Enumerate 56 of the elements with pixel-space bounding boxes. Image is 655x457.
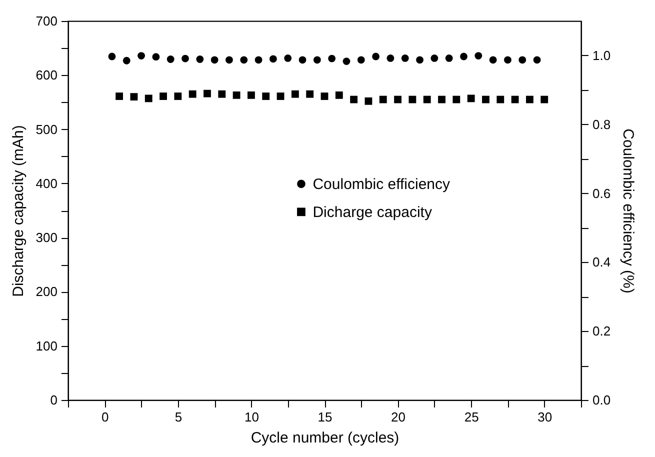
point <box>467 94 475 102</box>
point <box>188 90 196 98</box>
point <box>438 96 446 104</box>
y-tick-label: 400 <box>36 176 58 191</box>
point <box>423 96 431 104</box>
point <box>276 92 284 100</box>
y2-tick-label: 0.0 <box>592 392 611 408</box>
x-axis-title: Cycle number (cycles) <box>250 430 400 446</box>
y-tick-label: 300 <box>36 230 58 246</box>
point <box>511 96 519 104</box>
y2-tick-label: 0.8 <box>592 116 611 132</box>
point <box>306 90 314 98</box>
point <box>496 96 504 104</box>
point <box>350 96 358 104</box>
point <box>320 92 328 100</box>
point <box>174 92 182 100</box>
y-tick-label: 700 <box>36 14 58 28</box>
y2-tick-label: 0.4 <box>592 254 611 270</box>
y2-tick-label: 0.2 <box>592 324 611 339</box>
point <box>218 90 226 98</box>
legend-label: Coulombic efficiency <box>312 176 451 193</box>
point <box>248 91 255 99</box>
point <box>540 96 548 104</box>
point <box>116 92 124 100</box>
point <box>232 91 240 99</box>
point <box>335 91 343 99</box>
y-tick-label: 600 <box>36 68 58 83</box>
point <box>262 92 270 100</box>
y2-axis-title: Coulombic efficiency (%) <box>620 128 637 294</box>
point <box>452 96 460 104</box>
x-tick-label: 15 <box>318 410 332 424</box>
y2-tick-label: 1.0 <box>592 48 611 63</box>
point <box>408 96 416 104</box>
x-tick-label: 0 <box>102 410 109 424</box>
point <box>526 96 534 104</box>
y-tick-label: 100 <box>36 338 58 354</box>
legend-label: Dicharge capacity <box>312 204 432 221</box>
point <box>379 96 387 104</box>
point <box>160 92 167 100</box>
point <box>364 97 372 105</box>
y-tick-label: 500 <box>36 122 58 137</box>
x-tick-label: 20 <box>391 410 406 424</box>
point <box>130 93 138 101</box>
y-tick-label: 200 <box>36 284 58 300</box>
point <box>482 96 490 104</box>
point <box>291 90 299 98</box>
y-axis-title: Discharge capacity (mAh) <box>10 125 27 297</box>
y-tick-label: 0 <box>50 392 58 408</box>
x-tick-label: 5 <box>174 410 182 424</box>
x-tick-label: 25 <box>464 410 479 424</box>
point <box>204 90 211 98</box>
point <box>394 96 402 104</box>
x-tick-label: 10 <box>244 410 259 424</box>
point <box>144 94 152 102</box>
x-tick-label: 30 <box>538 410 552 424</box>
y2-tick-label: 0.6 <box>592 186 611 201</box>
